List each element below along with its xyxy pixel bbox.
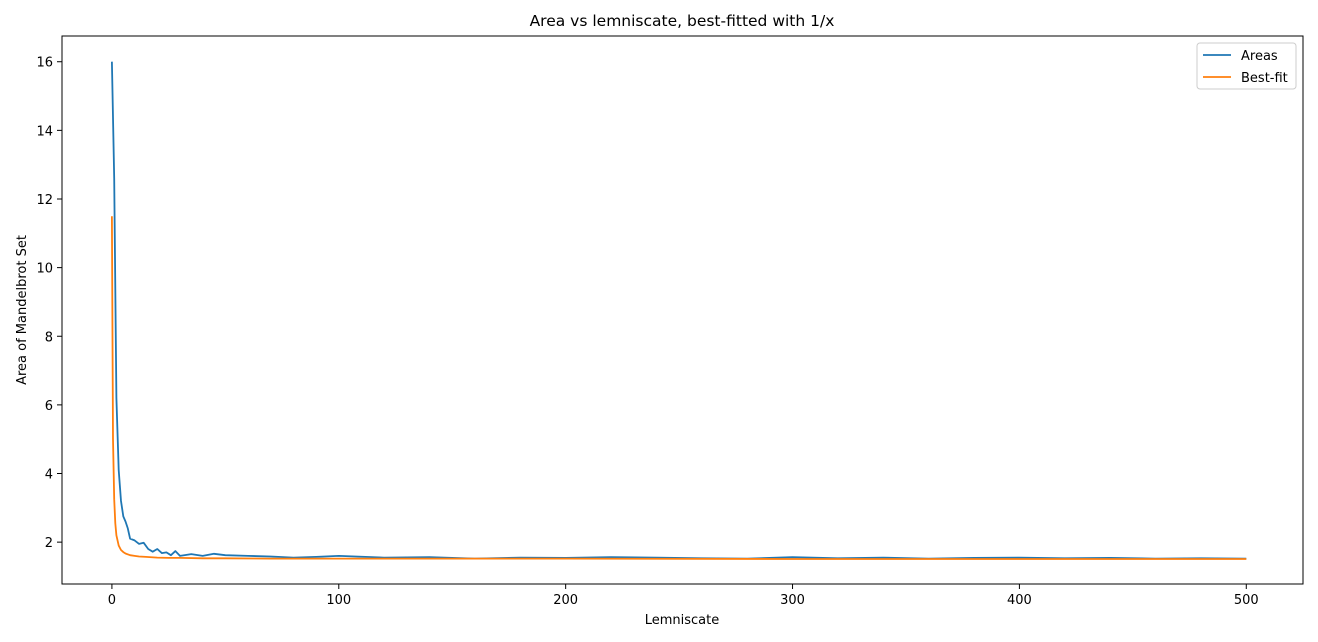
x-tick-label: 400 [1007,593,1032,608]
plot-frame [61,35,1304,585]
y-tick-label: 12 [36,193,53,208]
y-tick-label: 14 [36,124,53,139]
legend: Areas Best-fit [1196,42,1297,90]
x-tick-label: 0 [108,593,116,608]
legend-label: Areas [1241,49,1278,64]
y-axis-label: Area of Mandelbrot Set [15,235,30,385]
x-tick-label: 500 [1234,593,1259,608]
y-tick-label: 8 [45,330,53,345]
x-tick-label: 300 [780,593,805,608]
series-line-areas [111,61,1247,560]
x-tick-label: 200 [553,593,578,608]
series-line-best-fit [111,216,1247,560]
y-tick-label: 2 [45,536,53,551]
x-tick-label: 100 [326,593,351,608]
axis-ticks: 0 100 200 300 400 500 2 4 6 8 10 12 14 16 [36,56,1258,608]
x-axis-label: Lemniscate [645,613,720,628]
y-tick-label: 4 [45,468,53,483]
y-tick-label: 16 [36,56,53,71]
y-tick-label: 10 [36,262,53,277]
legend-label: Best-fit [1241,71,1288,86]
y-tick-label: 6 [45,399,53,414]
chart-title: Area vs lemniscate, best-fitted with 1/x [530,12,835,30]
plot-area [61,35,1304,585]
series-lines [111,61,1247,560]
